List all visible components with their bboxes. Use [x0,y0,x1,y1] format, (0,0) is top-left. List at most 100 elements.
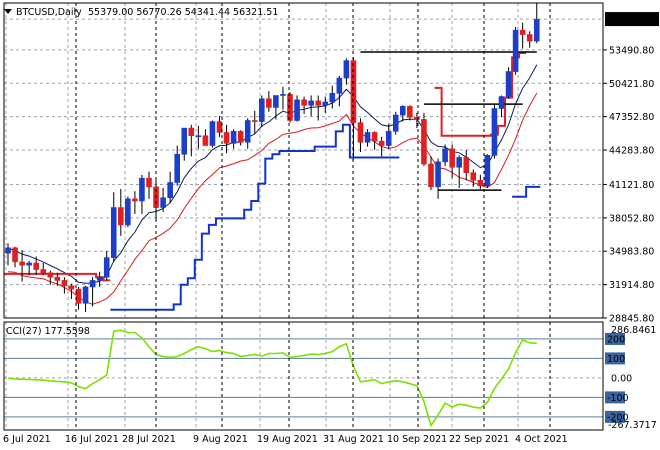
candle-bull [442,148,448,163]
candle-bull [385,131,392,146]
cci-tick-label: -200 [607,412,629,423]
candle-bear [68,285,75,290]
candle-bear [428,163,434,188]
date-label: 28 Jul 2021 [122,434,176,445]
price-axis: 56321.51 53490.80 50421.80 47352.80 44283.80… [603,12,659,325]
candle-bear [350,60,357,123]
price-label: 31914.80 [609,280,654,291]
candle-bull [343,60,350,79]
candle-bear [315,100,322,106]
candle-bull [273,95,279,108]
date-label: 6 Jul 2021 [3,434,51,445]
candle-bull [230,131,237,144]
candle-bull [209,121,216,146]
cci-tick-label: 0.00 [611,373,632,384]
candle-bull [96,276,103,281]
candle-bull [103,257,110,278]
candle-bull [329,92,336,103]
candle-bear [146,177,152,188]
price-label: 34983.80 [609,247,654,258]
cci-tick-badge [605,352,625,365]
candle-bear [237,131,244,143]
candle-bull [435,161,441,188]
cci-tick-label: -100 [607,393,629,404]
candle-bull [244,120,251,143]
candle-bear [526,34,533,42]
candle-bull [322,101,329,106]
candle-bull [5,247,11,254]
cci-label: CCI(27) 177.5598 [6,326,90,337]
date-axis: 6 Jul 2021 16 Jul 2021 28 Jul 2021 9 Aug 20… [3,434,568,445]
price-label: 53490.80 [609,45,654,56]
candle-bull [512,29,519,72]
candle-bear [188,127,195,137]
candle-bear [378,140,385,146]
candle-bear [371,132,378,142]
current-price-label: 56321.51 [609,15,654,26]
candle-bull [498,96,505,109]
dropdown-triangle-icon[interactable] [4,9,12,14]
candle-bull [110,207,117,258]
panel-frames [3,2,604,431]
candle-bull [399,106,406,116]
candle-bear [357,122,364,143]
price-label: 50421.80 [609,79,654,90]
candle-bull [167,182,173,199]
candle-bear [33,262,40,270]
cci-tick-label: 200 [607,334,625,345]
date-label: 16 Jul 2021 [65,434,119,445]
candle-bull [280,94,286,96]
price-panel-frame [3,2,604,319]
current-price-badge [605,12,659,27]
candle-bear [251,120,258,122]
candle-bear [118,207,124,226]
candle-bull [336,77,343,94]
candle-bull [364,132,371,143]
candle-bear [301,99,307,106]
candle-bear [287,94,293,121]
support-step-line [512,185,541,198]
cci-min-label: -267.3717 [608,420,657,431]
horizontal-levels [360,51,537,191]
price-label: 41121.80 [609,180,654,191]
cci-max-label: 286.8461 [611,325,656,336]
candle-bear [40,269,47,274]
candle-bull [181,127,188,155]
cci-tick-badge [605,410,625,423]
candle-bull [26,262,32,266]
candle-bull [89,280,96,288]
candle-bear [519,29,526,35]
candle-bear [414,116,420,120]
cci-panel-frame [3,321,604,431]
cci-tick-label: 100 [607,354,625,365]
date-label: 19 Aug 2021 [257,434,318,445]
candle-bull [82,286,89,304]
candle-bull [456,157,463,168]
candles [5,3,540,312]
cci-indicator [4,329,603,428]
candle-bull [139,177,145,202]
ohlc-values: 55379.00 56770.26 54341.44 56321.51 [88,7,278,18]
cci-tick-badge [605,332,625,345]
candle-bear [266,98,272,108]
candle-bear [449,148,455,168]
chart-header: BTCUSD,Daily 55379.00 56770.26 54341.44 … [4,7,278,18]
candle-bull [505,71,512,97]
candle-bear [61,280,68,287]
cci-tick-badge [605,391,625,404]
price-label: 28845.80 [609,314,654,325]
support-step-line [110,123,400,311]
candle-bull [258,98,265,122]
indicator-lines [4,52,541,311]
candle-bear [216,121,223,133]
candle-bear [75,288,82,304]
candle-bear [54,276,61,281]
candle-bear [470,172,477,181]
candle-bull [533,19,540,42]
candle-bear [421,119,427,165]
cci-axis: 200 100 0.00 -100 -200 286.8461 -267.3717 [605,325,657,431]
date-label: 31 Aug 2021 [323,434,384,445]
resistance-step-line [434,52,527,137]
candle-bear [12,247,18,263]
